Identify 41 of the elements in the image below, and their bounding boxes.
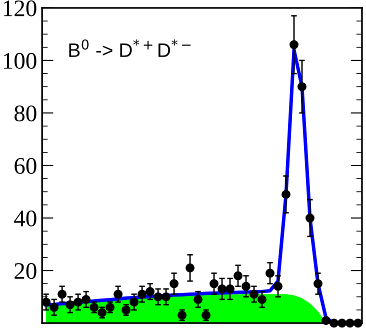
point — [321, 316, 330, 325]
point — [114, 290, 123, 299]
point — [250, 290, 259, 299]
point — [329, 318, 338, 328]
point — [138, 290, 147, 299]
point — [242, 282, 251, 291]
point — [66, 300, 75, 310]
point — [146, 287, 155, 296]
point — [194, 294, 203, 304]
point — [337, 318, 346, 328]
point — [210, 279, 219, 288]
point — [290, 40, 298, 50]
point — [170, 279, 179, 288]
y-tick-label: 120 — [4, 0, 36, 16]
y-tick-label: 60 — [14, 158, 36, 174]
point — [186, 263, 195, 272]
annotation: B$^{0}$ -> D$^{*+}$D$^{*−}$ — [69, 39, 191, 57]
point — [218, 284, 227, 294]
y-tick-label: 80 — [14, 105, 36, 122]
point — [74, 298, 83, 307]
point — [58, 290, 67, 299]
y-tick-label: 40 — [14, 210, 36, 226]
point — [162, 292, 171, 302]
point — [313, 279, 322, 288]
point — [154, 292, 163, 302]
point — [353, 318, 362, 328]
y-tick-label: 100 — [4, 52, 36, 69]
point — [345, 318, 354, 328]
point — [82, 294, 91, 304]
point — [282, 190, 290, 199]
y-tick-label: 20 — [14, 263, 36, 279]
point — [258, 294, 267, 304]
point — [234, 271, 243, 280]
point — [226, 284, 235, 294]
point — [297, 82, 306, 92]
point — [130, 298, 139, 307]
point — [266, 268, 275, 278]
point — [274, 282, 283, 291]
point — [42, 298, 51, 307]
point — [50, 302, 59, 312]
point — [305, 214, 314, 223]
